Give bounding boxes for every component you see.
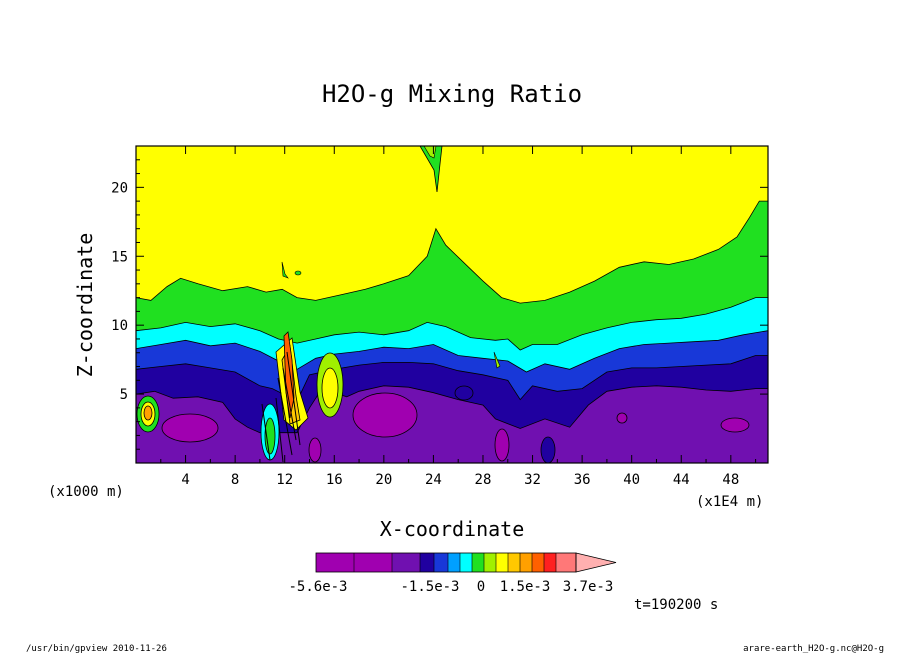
colorbar-swatch: [532, 553, 544, 572]
contour-line-dense-4: [261, 403, 271, 461]
x-tick-label: 32: [524, 472, 541, 488]
x-tick-label: 8: [231, 472, 239, 488]
colorbar-swatch: [392, 553, 420, 572]
colorbar-label: -1.5e-3: [400, 579, 459, 595]
x-axis: 4 8 12 16 20 24 28 32 36 40 44 48: [160, 146, 757, 488]
footer-left: /usr/bin/gpview 2010-11-26: [26, 644, 167, 654]
purple-core-left: [161, 413, 219, 443]
cloud-fleck-small: [294, 270, 302, 276]
colorbar-label: -5.6e-3: [288, 579, 347, 595]
colorbar-swatch: [420, 553, 434, 572]
colorbar-swatch: [460, 553, 472, 572]
colorbar-swatch: [434, 553, 448, 572]
x-tick-label: 28: [475, 472, 492, 488]
contour-field: [136, 146, 768, 463]
dark-blue-column: [540, 436, 556, 463]
plot-frame: [135, 145, 769, 464]
x-tick-label: 44: [673, 472, 690, 488]
purple-spot-right: [616, 412, 628, 424]
x-tick-label: 48: [722, 472, 739, 488]
purple-core-right: [720, 417, 750, 433]
colorbar-label: 1.5e-3: [500, 579, 551, 595]
contour-line-dense-3: [277, 377, 293, 456]
colorbar: [315, 552, 617, 573]
y-axis-label: Z-coordinate: [73, 233, 97, 378]
anomaly-right-mid: [321, 367, 339, 409]
small-fleck: [493, 351, 501, 369]
y-tick-label: 20: [111, 180, 128, 196]
green-plume: [419, 146, 443, 193]
colorbar-labels: -5.6e-3 -1.5e-3 0 1.5e-3 3.7e-3: [288, 579, 613, 595]
colorbar-swatch: [448, 553, 460, 572]
colorbar-swatch: [472, 553, 484, 572]
colorbar-swatch: [544, 553, 556, 572]
contour-band-6: [136, 385, 768, 463]
colorbar-swatch: [484, 553, 496, 572]
purple-column: [494, 428, 510, 462]
contour-line-dense-5: [275, 397, 284, 463]
anomaly-left-core: [143, 405, 153, 421]
colorbar-swatch: [556, 553, 576, 572]
chart-title: H2O-g Mixing Ratio: [322, 80, 582, 108]
y-tick-label: 5: [120, 387, 128, 403]
x-axis-label: X-coordinate: [380, 517, 525, 541]
colorbar-swatch: [508, 553, 520, 572]
x-tick-label: 4: [181, 472, 189, 488]
contour-features: [136, 146, 750, 463]
x-unit-left: (x1000 m): [48, 484, 124, 500]
time-label: t=190200 s: [634, 597, 718, 613]
colorbar-swatch: [496, 553, 508, 572]
colorbar-swatch: [316, 553, 354, 572]
x-tick-label: 16: [326, 472, 343, 488]
x-tick-label: 12: [276, 472, 293, 488]
colorbar-swatch: [354, 553, 392, 572]
contour-line-dense-2: [286, 351, 301, 446]
colorbar-frame: [315, 552, 577, 573]
x-tick-label: 24: [425, 472, 442, 488]
dark-blue-spot: [454, 385, 474, 401]
x-tick-label: 20: [375, 472, 392, 488]
anomaly-updraft-core: [283, 331, 295, 419]
colorbar-arrow: [575, 552, 617, 573]
cloud-fleck: [281, 261, 289, 279]
purple-core-center: [352, 392, 418, 438]
purple-spot-mid: [308, 437, 322, 463]
footer-right: arare-earth_H2O-g.nc@H2O-g: [743, 644, 884, 654]
y-tick-label: 10: [111, 318, 128, 334]
colorbar-swatch: [520, 553, 532, 572]
y-tick-label: 15: [111, 249, 128, 265]
x-unit-right: (x1E4 m): [696, 494, 763, 510]
x-tick-label: 36: [574, 472, 591, 488]
contour-line-dense-1: [282, 367, 297, 441]
colorbar-label: 3.7e-3: [563, 579, 614, 595]
x-tick-label: 40: [623, 472, 640, 488]
colorbar-label: 0: [477, 579, 485, 595]
y-axis: 5 10 15 20: [111, 159, 768, 450]
